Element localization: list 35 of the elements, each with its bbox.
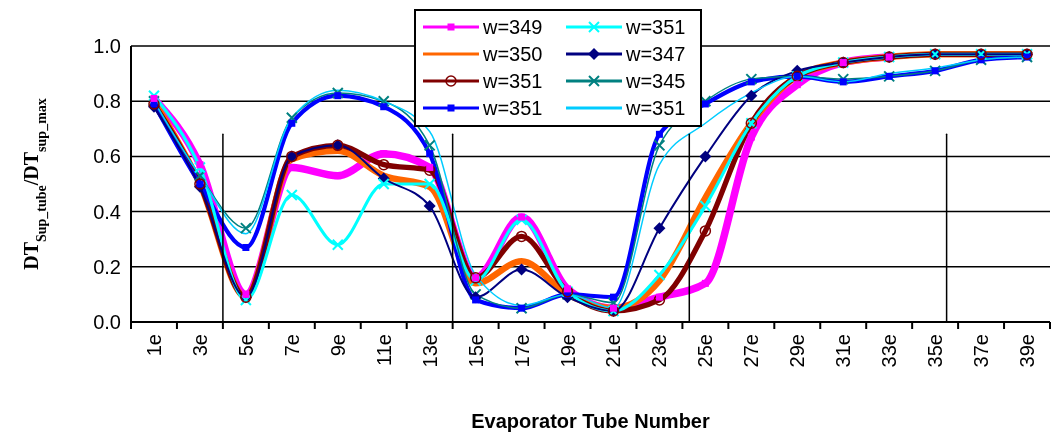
legend-label: w=351 (625, 16, 686, 38)
legend-label: w=351 (482, 97, 543, 119)
y-tick-label: 0.8 (93, 90, 121, 113)
x-tick-label: 17e (510, 334, 533, 368)
y-tick-label: 0.0 (93, 311, 121, 333)
x-tick-label: 9e (326, 334, 349, 357)
x-tick-label: 13e (418, 334, 441, 368)
y-tick-label: 0.4 (93, 200, 121, 223)
x-tick-label: 5e (234, 334, 257, 357)
x-tick-label: 7e (280, 334, 303, 357)
x-tick-label: 35e (924, 334, 947, 368)
y-tick-label: 0.2 (93, 255, 121, 278)
x-tick-label: 11e (372, 334, 395, 366)
x-tick-label: 25e (694, 334, 717, 368)
x-axis-title: Evaporator Tube Number (471, 410, 710, 432)
legend-label: w=350 (482, 43, 543, 65)
x-tick-label: 27e (740, 334, 763, 368)
y-tick-label: 1.0 (93, 35, 121, 57)
legend-label: w=351 (625, 97, 686, 119)
legend-label: w=345 (625, 70, 686, 92)
legend-label: w=349 (482, 16, 543, 38)
x-tick-label: 39e (1016, 334, 1039, 368)
x-tick-label: 21e (602, 334, 625, 368)
y-tick-label: 0.6 (93, 145, 121, 168)
x-tick-label: 3e (188, 334, 211, 357)
x-tick-label: 33e (878, 334, 901, 368)
x-tick-label: 1e (142, 334, 165, 357)
x-tick-label: 23e (648, 334, 671, 368)
x-tick-label: 31e (832, 334, 855, 368)
x-tick-label: 29e (786, 334, 809, 368)
legend-label: w=347 (625, 43, 686, 65)
x-tick-label: 37e (970, 334, 993, 368)
x-tick-label: 15e (464, 334, 487, 368)
legend-label: w=351 (482, 70, 543, 92)
x-tick-label: 19e (556, 334, 579, 368)
